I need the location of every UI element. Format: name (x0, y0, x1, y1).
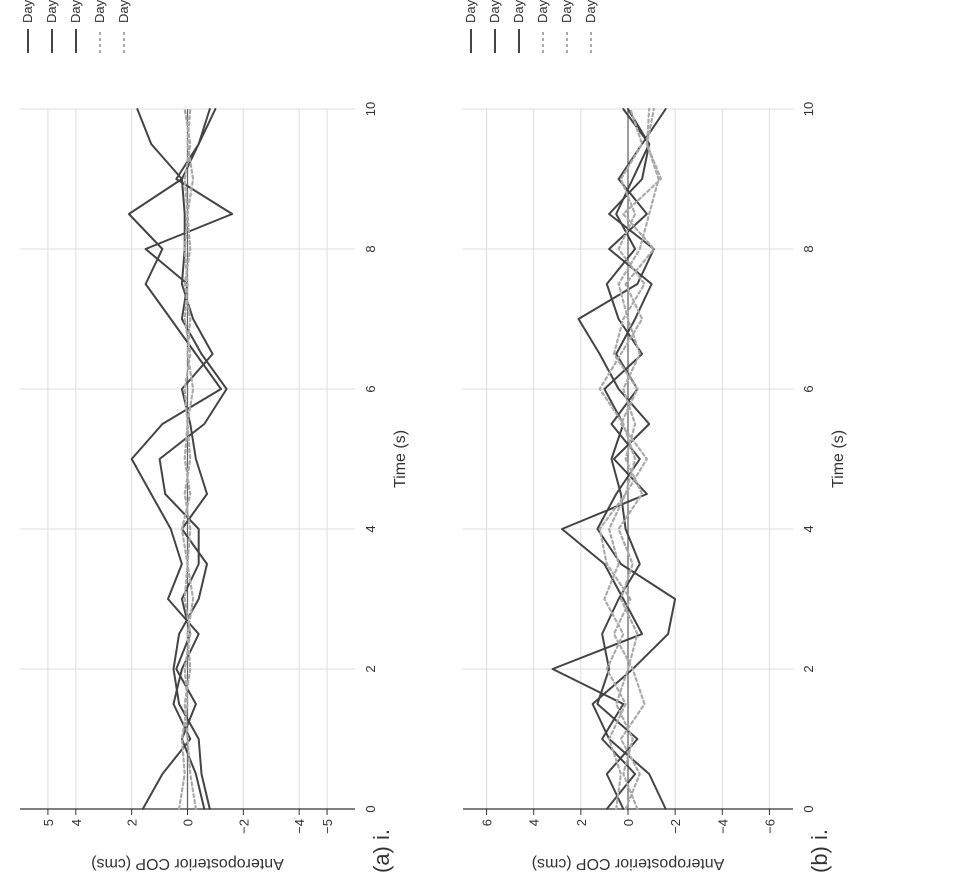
x-axis-title: Time (s) (830, 430, 847, 488)
legend-label-2: Day 1, Trial 2 (487, 0, 502, 23)
x-axis-title: Time (s) (392, 430, 409, 488)
x-tick-label: 4 (363, 525, 378, 532)
series-line-5 (598, 107, 649, 811)
x-tick-label: 2 (363, 665, 378, 672)
legend-label-3: Day 1, Trial 3 (68, 0, 83, 23)
legend-label-1: Day 1, Trial 1 (463, 0, 478, 23)
legend-label-5: Day 15, Trial 2 (559, 0, 574, 23)
legend-label-4: Day 15, Trial 1 (92, 0, 107, 23)
x-tick-label: 6 (801, 385, 816, 392)
y-tick-label: 5 (41, 819, 56, 826)
x-tick-label: 8 (363, 245, 378, 252)
y-axis-title: Anteroposterior COP (cms) (532, 855, 725, 872)
y-tick-label: −4 (292, 819, 307, 834)
y-tick-label: −2 (236, 819, 251, 834)
y-tick-label: 0 (621, 819, 636, 826)
series-line-1 (551, 108, 655, 810)
x-tick-label: 2 (801, 665, 816, 672)
panel-label: (b) i. (807, 829, 832, 873)
panel-label: (a) i. (369, 829, 394, 873)
legend-label-3: Day 1, Trial 3 (511, 0, 526, 23)
y-axis-title: Anteroposterior COP (cms) (91, 855, 284, 872)
legend-label-2: Day 1, Trial 2 (44, 0, 59, 23)
series-line-6 (615, 107, 660, 811)
x-tick-label: 4 (801, 525, 816, 532)
panel-a: (a) i. 5 4 2 0 −2 −4 −5 0 2 4 6 8 10 Time (s) Anteropos… (20, 0, 409, 873)
y-tick-label: 4 (527, 819, 542, 826)
x-tick-label: 8 (801, 245, 816, 252)
x-tick-label: 10 (801, 102, 816, 116)
series-line-3 (596, 108, 651, 810)
x-tick-label: 6 (363, 385, 378, 392)
legend-label-4: Day 15, Trial 1 (535, 0, 550, 23)
series-line-4 (598, 107, 663, 811)
y-tick-label: −5 (320, 819, 335, 834)
y-tick-label: −6 (762, 819, 777, 834)
panel-b: (b) i. 6 4 2 0 −2 −4 −6 0 2 4 6 8 10 Time (s) Anteropos… (463, 0, 847, 873)
legend-label-1: Day 1, Trial 1 (20, 0, 35, 23)
series-line-2 (144, 108, 234, 810)
y-tick-label: −2 (668, 819, 683, 834)
x-tick-label: 0 (363, 805, 378, 812)
series-line-3 (172, 108, 214, 810)
legend-label-5: Day 15, Trial 2 (116, 0, 131, 23)
y-tick-label: 4 (69, 819, 84, 826)
x-tick-label: 10 (363, 102, 378, 116)
y-tick-label: −4 (715, 819, 730, 834)
y-tick-label: 6 (480, 819, 495, 826)
series-line-5 (183, 107, 197, 811)
y-tick-label: 2 (125, 819, 140, 826)
y-tick-label: 2 (574, 819, 589, 826)
legend-label-6: Day 15, Trial 3 (583, 0, 598, 23)
x-tick-label: 0 (801, 805, 816, 812)
y-tick-label: 0 (181, 819, 196, 826)
